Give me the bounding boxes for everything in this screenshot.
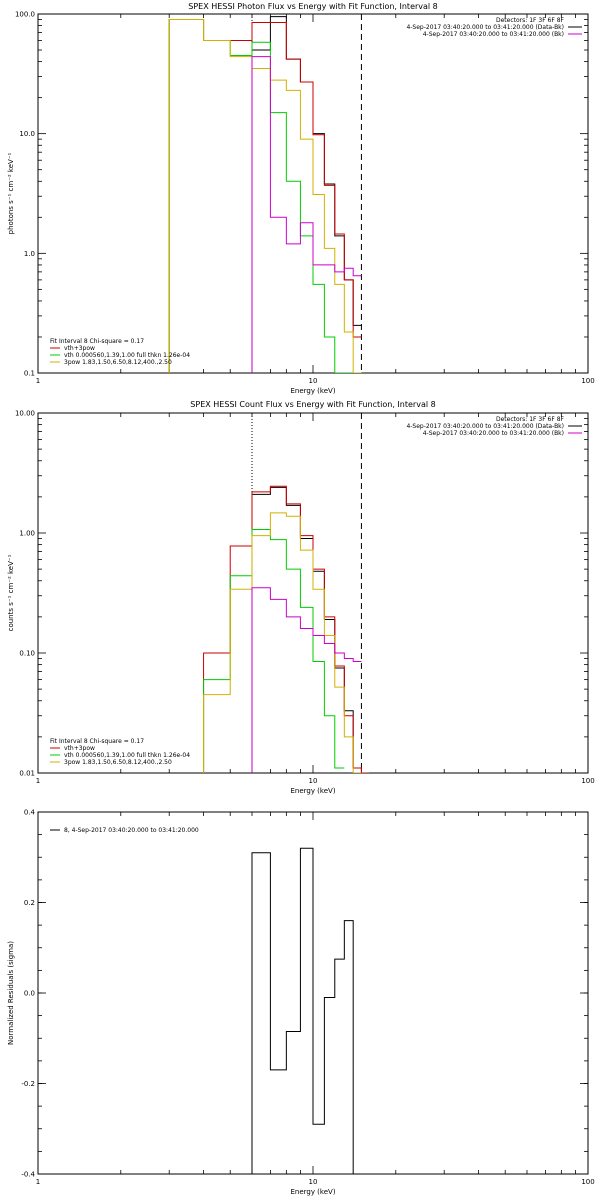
y-tick-label: 0.10 <box>19 650 35 658</box>
y-tick-label: 100.0 <box>15 11 35 19</box>
legend-entry-text: 3pow 1.83,1.50,6.50,8.12,400.,2.50 <box>64 759 172 766</box>
series-3pow <box>168 18 362 373</box>
x-tick-label: 1 <box>36 777 40 785</box>
series-group <box>251 847 354 1174</box>
x-tick-label: 10 <box>309 377 318 385</box>
x-tick-label: 10 <box>309 777 318 785</box>
plot-frame <box>37 412 589 774</box>
series-vth <box>203 528 345 773</box>
legend-entry-text: 3pow 1.83,1.50,6.50,8.12,400.,2.50 <box>64 359 172 366</box>
y-tick-label: 0.01 <box>19 770 35 778</box>
chart-panel-3: 1 10 100 Energy (keV) -0.4 -0.2 0.0 0.2 0.4 Norma… <box>7 809 595 1197</box>
y-tick-label: 0.4 <box>24 809 36 817</box>
y-tick-label: 1.00 <box>19 530 35 538</box>
y-tick-label: -0.2 <box>21 1080 35 1088</box>
legend-entry-text: vth 0.000560,1.39,1.00 full thkn 1.26e-0… <box>64 752 190 759</box>
header-entry-text: 4-Sep-2017 03:40:20.000 to 03:41:20.000 … <box>423 31 564 38</box>
y-tick-label: 0.2 <box>24 899 35 907</box>
legend-entry-text: vth+3pow <box>64 345 95 352</box>
y-tick-label: 10.0 <box>19 130 35 138</box>
header-entry-text: 4-Sep-2017 03:40:20.000 to 03:41:20.000 … <box>406 24 564 31</box>
detectors-label: Detectors: 1F 3F 6F 8F <box>496 17 565 24</box>
fit-legend-title: Fit Interval 8 Chi-square = 0.17 <box>50 338 144 345</box>
x-tick-label: 10 <box>309 1178 318 1186</box>
fit-legend-title: Fit Interval 8 Chi-square = 0.17 <box>50 738 144 745</box>
chart-panel-2: SPEX HESSI Count Flux vs Energy with Fit… <box>7 400 595 795</box>
header-entry-text: 4-Sep-2017 03:40:20.000 to 03:41:20.000 … <box>423 430 564 437</box>
detectors-label: Detectors: 1F 3F 6F 8F <box>496 416 565 423</box>
y-tick-label: 1.0 <box>24 250 35 258</box>
series-data-bk <box>251 486 370 773</box>
header-entry-text: 4-Sep-2017 03:40:20.000 to 03:41:20.000 … <box>406 423 564 430</box>
series-vth <box>168 18 354 373</box>
x-axis-label: Energy (keV) <box>290 1188 335 1196</box>
series-bk <box>251 56 362 373</box>
y-axis-label: counts s⁻¹ cm⁻² keV⁻¹ <box>7 554 15 631</box>
x-axis-label: Energy (keV) <box>290 387 335 395</box>
x-axis-label: Energy (keV) <box>290 787 335 795</box>
series-3pow <box>203 512 362 773</box>
x-tick-label: 1 <box>36 1178 40 1186</box>
legend-entry-text: vth 0.000560,1.39,1.00 full thkn 1.26e-0… <box>64 352 190 359</box>
x-tick-label: 100 <box>581 1178 594 1186</box>
y-tick-label: 10.00 <box>15 410 35 418</box>
y-tick-label: 0.0 <box>24 990 35 998</box>
x-tick-label: 100 <box>581 377 594 385</box>
y-tick-label: -0.4 <box>21 1171 35 1179</box>
series-vth-3pow <box>168 18 362 373</box>
y-axis-label: Normalized Residuals (sigma) <box>7 941 15 1045</box>
series-group <box>168 16 362 373</box>
series-group <box>203 485 370 773</box>
chart-title: SPEX HESSI Count Flux vs Energy with Fit… <box>190 400 435 409</box>
series-8-4-sep-2017-03-40-20-000-to-0 <box>251 847 354 1174</box>
series-bk <box>251 587 362 773</box>
legend-entry-text: 8, 4-Sep-2017 03:40:20.000 to 03:41:20.0… <box>64 827 199 834</box>
x-tick-label: 100 <box>581 777 594 785</box>
legend-entry-text: vth+3pow <box>64 745 95 752</box>
y-tick-label: 0.1 <box>24 370 35 378</box>
series-data-bk <box>168 16 362 373</box>
y-axis-label: photons s⁻¹ cm⁻² keV⁻¹ <box>7 152 15 234</box>
x-tick-label: 1 <box>36 377 40 385</box>
chart-title: SPEX HESSI Photon Flux vs Energy with Fi… <box>188 2 438 11</box>
chart-panel-1: SPEX HESSI Photon Flux vs Energy with Fi… <box>7 2 595 395</box>
